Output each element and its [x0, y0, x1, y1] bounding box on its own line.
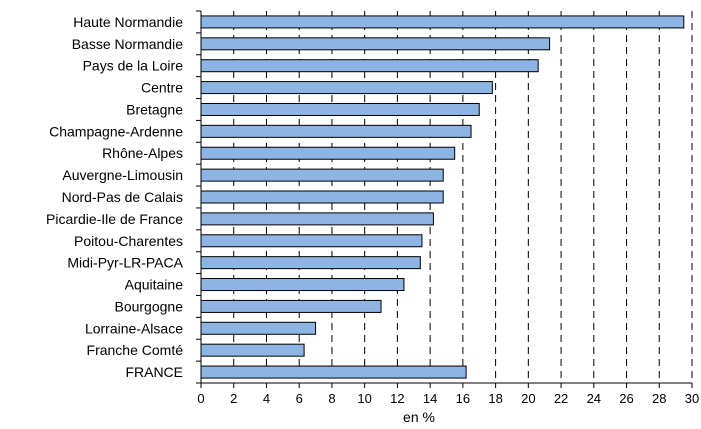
category-label: Nord-Pas de Calais	[62, 189, 183, 205]
category-label: FRANCE	[125, 364, 183, 380]
category-label: Basse Normandie	[72, 36, 183, 52]
x-tick-label: 30	[685, 391, 699, 406]
bar	[200, 102, 480, 116]
bar	[200, 146, 456, 160]
category-label: Pays de la Loire	[83, 58, 184, 74]
x-tick-label: 18	[488, 391, 502, 406]
bar	[200, 212, 434, 226]
bar	[200, 168, 444, 182]
category-label: Bourgogne	[114, 298, 183, 314]
category-label: Franche Comté	[87, 342, 184, 358]
bar	[200, 124, 472, 138]
x-tick-label: 2	[230, 391, 237, 406]
category-label: Centre	[141, 80, 183, 96]
bar	[200, 81, 493, 95]
bar	[200, 321, 317, 335]
bar	[200, 15, 685, 29]
bar	[200, 278, 405, 292]
x-tick-label: 16	[456, 391, 470, 406]
x-tick-label: 0	[197, 391, 204, 406]
x-tick-label: 26	[619, 391, 633, 406]
x-tick-label: 22	[554, 391, 568, 406]
category-label: Aquitaine	[125, 277, 184, 293]
bars	[200, 15, 685, 379]
axes	[196, 10, 693, 388]
bar	[200, 59, 539, 73]
category-label: Auvergne-Limousin	[62, 167, 183, 183]
x-tick-label: 12	[390, 391, 404, 406]
x-tick-label: 4	[263, 391, 270, 406]
bar	[200, 343, 305, 357]
category-label: Bretagne	[126, 101, 183, 117]
category-label: Poitou-Charentes	[74, 233, 183, 249]
category-label: Champagne-Ardenne	[49, 123, 183, 139]
bar	[200, 37, 551, 51]
x-tick-label: 6	[296, 391, 303, 406]
category-label: Rhône-Alpes	[102, 145, 183, 161]
x-tick-label: 14	[423, 391, 437, 406]
x-tick-label: 28	[652, 391, 666, 406]
category-label: Lorraine-Alsace	[85, 320, 183, 336]
bar	[200, 299, 382, 313]
x-tick-label: 24	[587, 391, 601, 406]
bar	[200, 365, 467, 379]
category-label: Midi-Pyr-LR-PACA	[67, 255, 183, 271]
x-axis-title: en %	[403, 409, 435, 425]
bar	[200, 256, 421, 270]
x-tick-label: 8	[328, 391, 335, 406]
x-tick-label: 20	[521, 391, 535, 406]
category-label: Haute Normandie	[73, 14, 183, 30]
category-labels: Haute Normandie Basse Normandie Pays de la…	[46, 14, 184, 380]
x-tick-label: 10	[357, 391, 371, 406]
tick-labels: 0 2 4 6 8 10 12 14 16 18 20 22 24 26 28 30	[197, 391, 699, 406]
category-label: Picardie-Ile de France	[46, 211, 183, 227]
bar	[200, 234, 423, 248]
bar	[200, 190, 444, 204]
